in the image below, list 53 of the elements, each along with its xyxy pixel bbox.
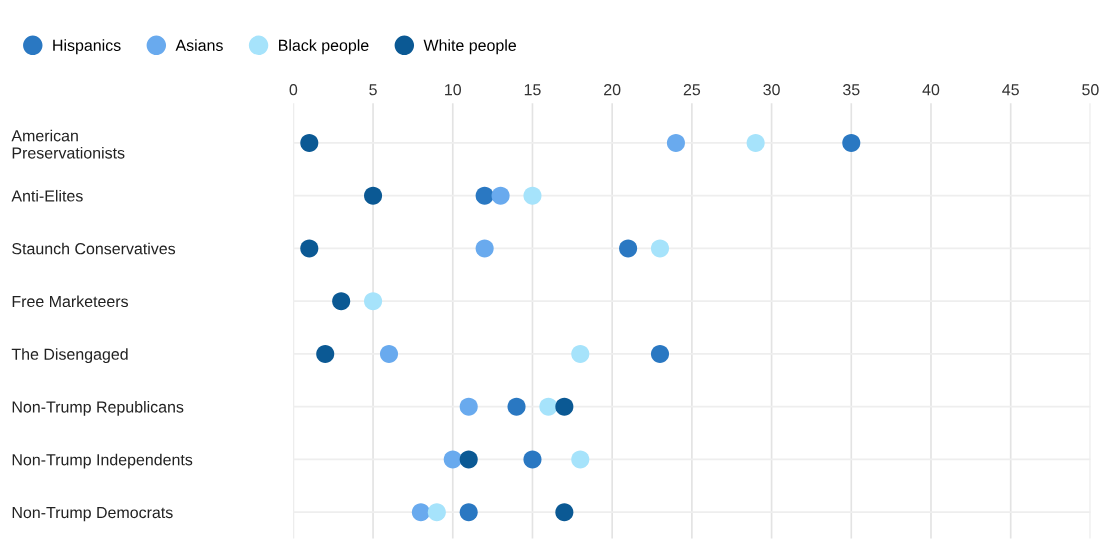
point (571, 344, 590, 363)
point (523, 186, 542, 205)
x-tick-label: 0 (289, 84, 298, 96)
point (443, 450, 462, 469)
point (332, 292, 351, 311)
x-tick-label: 20 (604, 84, 621, 96)
y-tick-label: Non-Trump Independents (12, 453, 193, 469)
point (459, 503, 478, 522)
x-tick-label: 15 (524, 84, 541, 96)
point (842, 133, 861, 152)
point (475, 239, 494, 258)
point (555, 503, 574, 522)
y-tick-label: Non-Trump Republicans (12, 400, 184, 416)
x-tick-label: 35 (843, 84, 860, 96)
point (491, 186, 510, 205)
x-tick-label: 45 (1002, 84, 1019, 96)
point (539, 397, 558, 416)
point (523, 450, 542, 469)
point (666, 133, 685, 152)
point (619, 239, 638, 258)
y-tick-label: Free Marketeers (12, 295, 128, 308)
point (650, 239, 670, 258)
point (427, 503, 446, 522)
x-tick-label: 30 (763, 84, 780, 96)
point (746, 133, 765, 152)
point (300, 133, 319, 152)
point (475, 186, 494, 205)
y-tick-label: Anti-Elites (11, 189, 83, 202)
legend-label: Asians (175, 39, 223, 52)
point (459, 397, 478, 416)
x-tick-label: 10 (445, 84, 462, 96)
x-tick-label: 5 (369, 84, 377, 96)
y-tick-label: The Disengaged (11, 348, 128, 364)
point (300, 239, 319, 258)
point (507, 397, 526, 416)
point (459, 450, 478, 469)
point (411, 503, 430, 522)
legend-label: Hispanics (53, 39, 121, 55)
x-tick-label: 40 (922, 84, 940, 96)
point (316, 344, 335, 363)
legend-label: Black people (279, 39, 369, 55)
y-tick-label: Non-Trump Democrats (12, 506, 173, 522)
y-tick-label: American Preservationists (11, 129, 125, 159)
point (555, 397, 574, 416)
x-tick-label: 50 (1082, 84, 1099, 96)
point (650, 344, 670, 363)
point (364, 292, 383, 311)
point (571, 450, 590, 469)
y-tick-label: Staunch Conservatives (12, 242, 176, 255)
point (364, 186, 383, 205)
x-tick-label: 25 (683, 84, 701, 96)
legend-label: White people (423, 39, 517, 55)
point (379, 344, 399, 363)
